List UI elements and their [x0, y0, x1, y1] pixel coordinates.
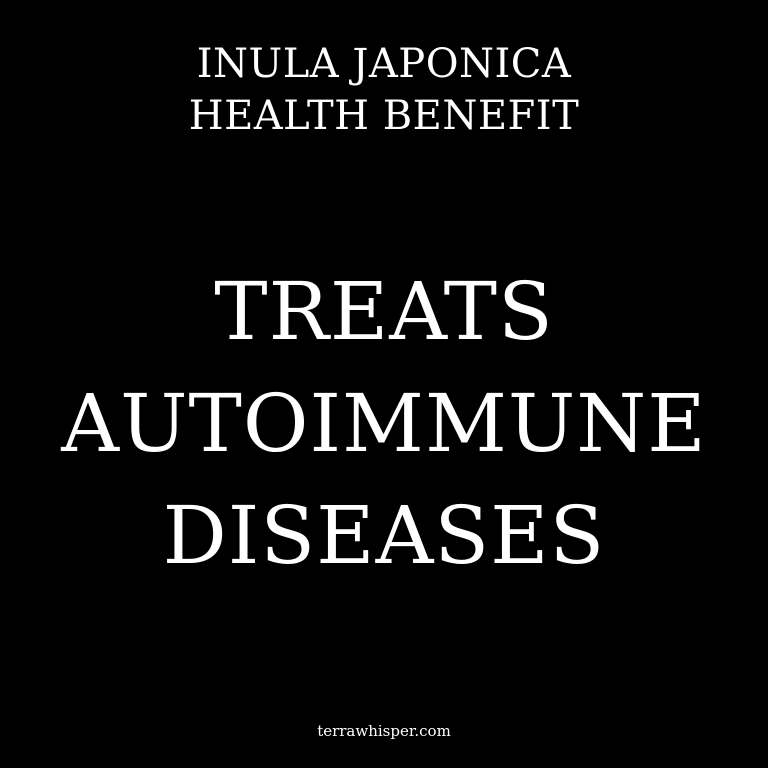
subtitle: INULA JAPONICA HEALTH BENEFIT	[0, 38, 768, 142]
headline: TREATS AUTOIMMUNE DISEASES	[0, 256, 768, 592]
site-watermark: terrawhisper.com	[317, 722, 451, 740]
headline-line-treats: TREATS	[214, 265, 554, 358]
headline-line-diseases: DISEASES	[162, 489, 606, 582]
subtitle-line-health-benefit: HEALTH BENEFIT	[188, 93, 580, 139]
subtitle-line-plant-name: INULA JAPONICA	[196, 41, 572, 87]
headline-line-autoimmune: AUTOIMMUNE	[61, 377, 707, 470]
